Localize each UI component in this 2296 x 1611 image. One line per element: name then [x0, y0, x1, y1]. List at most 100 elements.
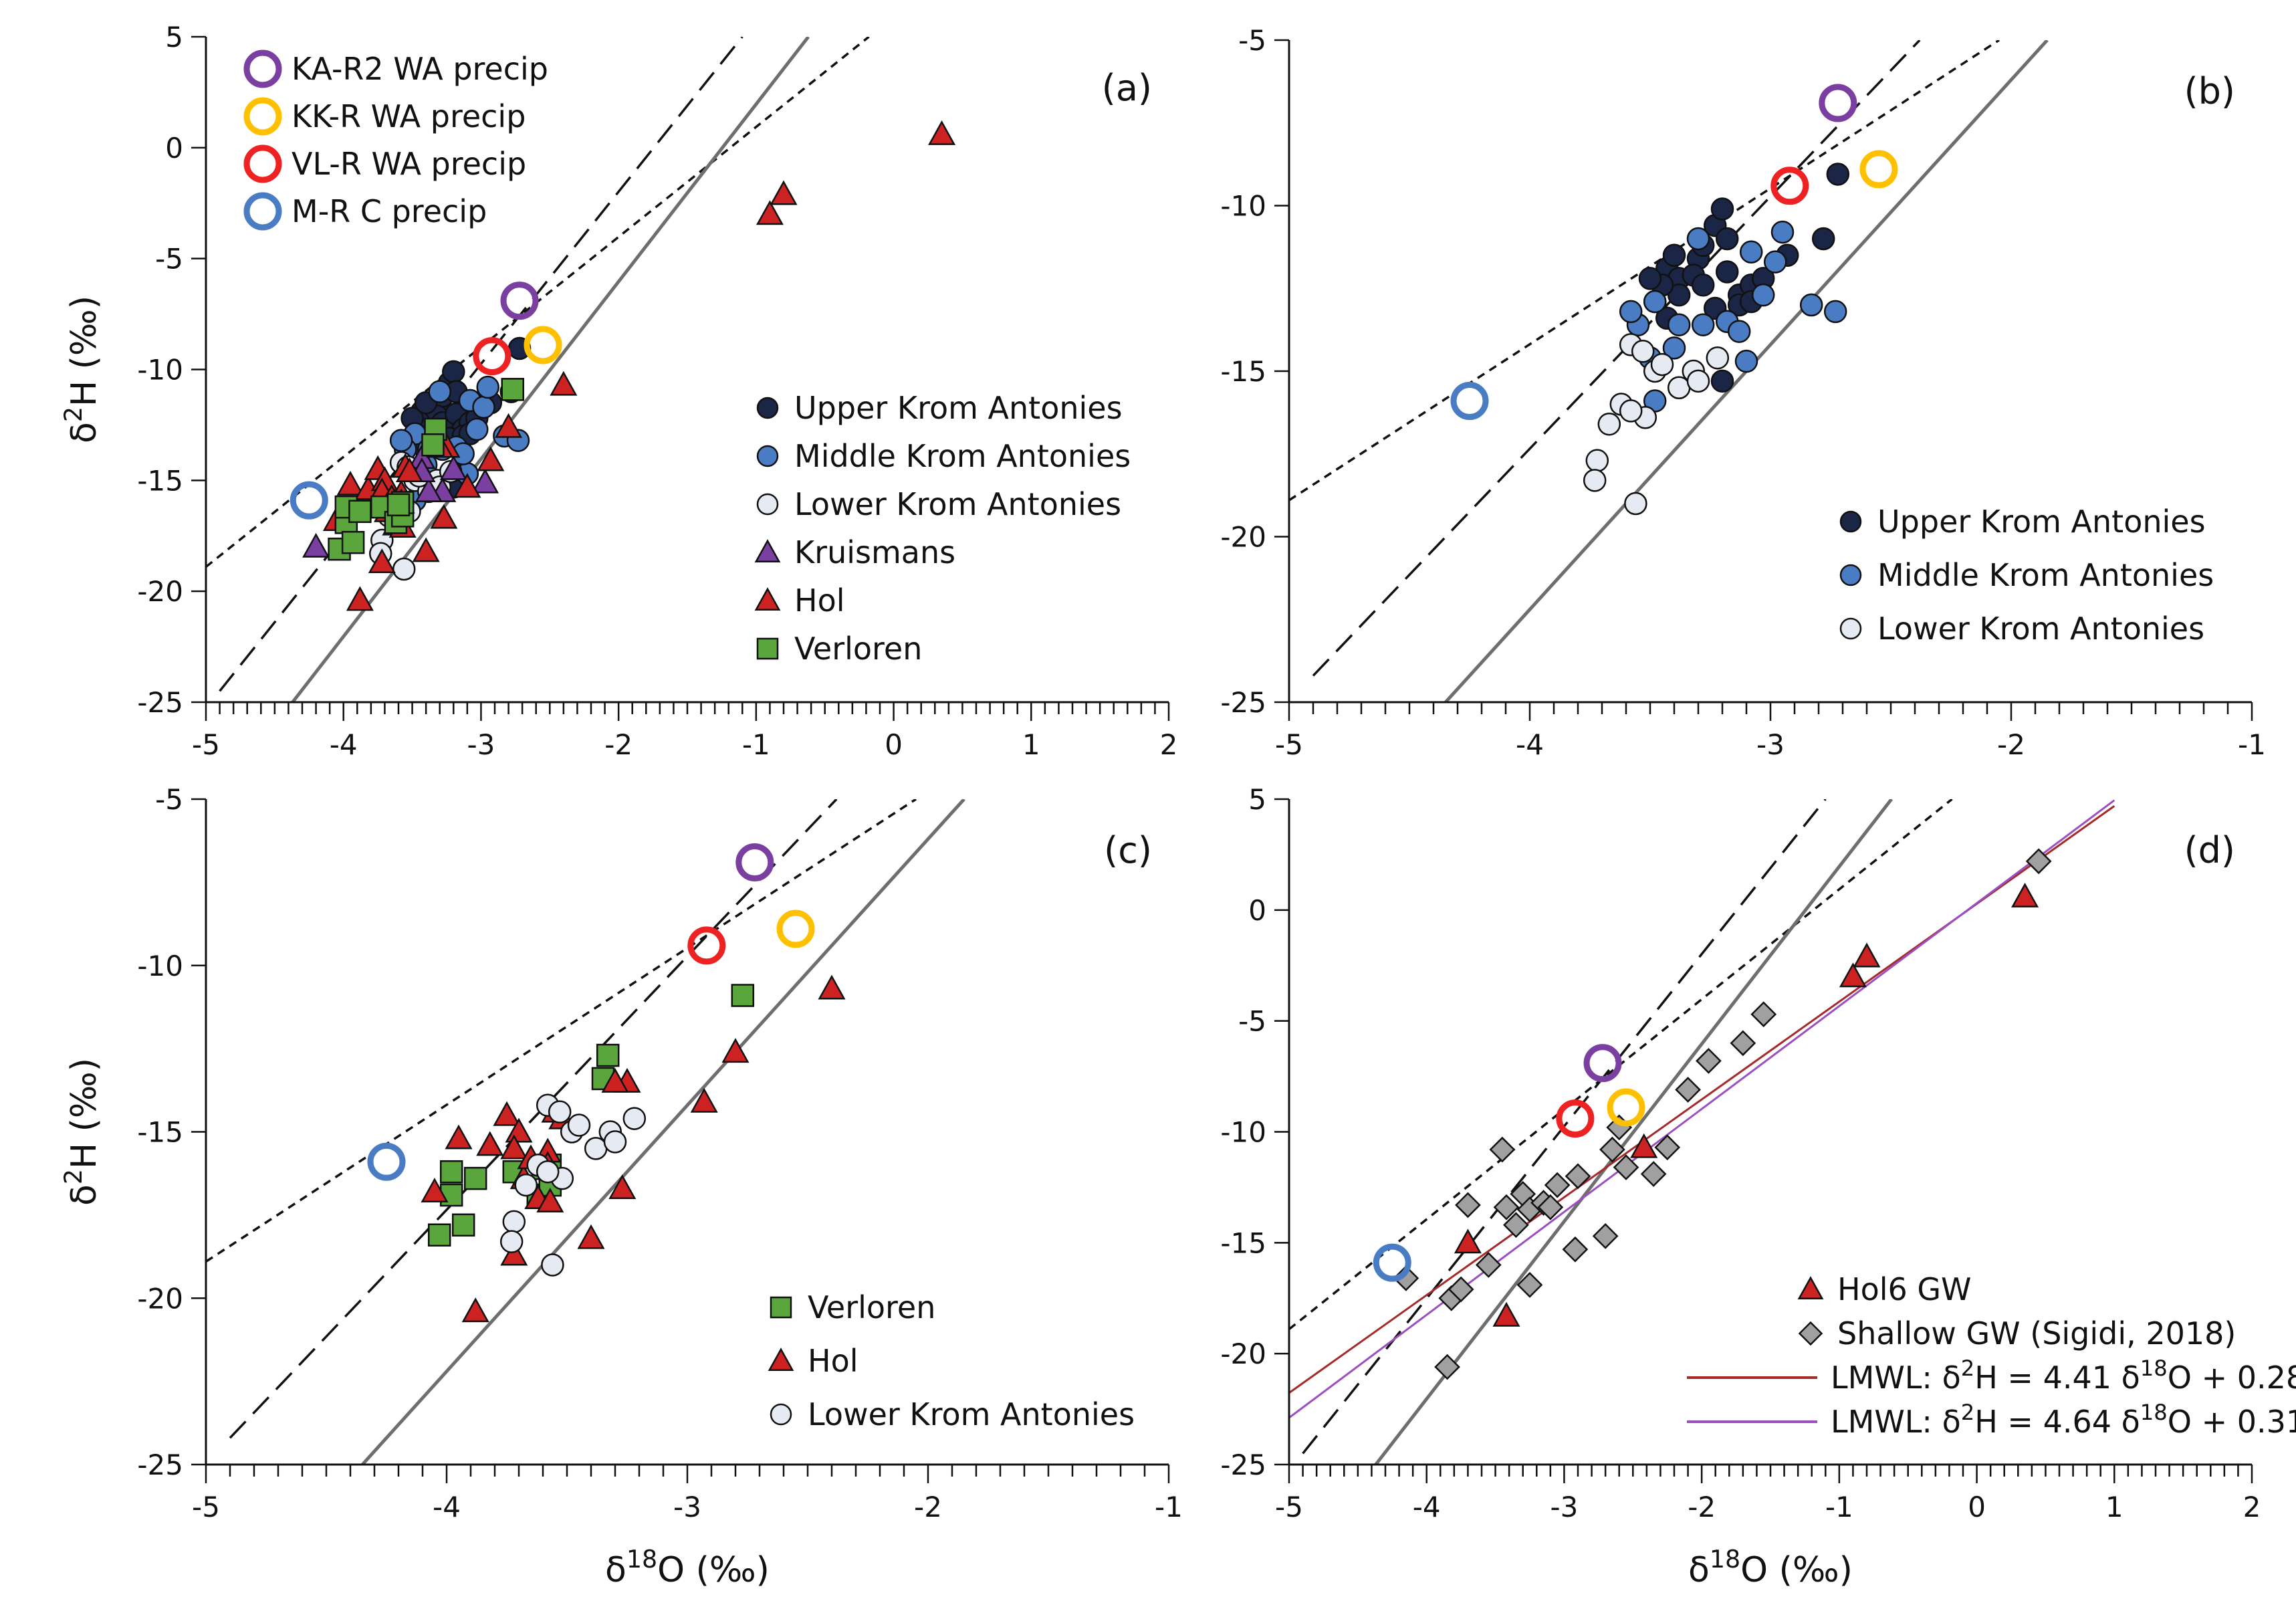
precip-point — [1607, 1088, 1645, 1127]
x-tick-label: 2 — [1160, 728, 1178, 761]
data-point — [603, 1130, 627, 1154]
reference-line-long-dash — [229, 799, 838, 1439]
legend-label: Middle Krom Antonies — [1877, 557, 2214, 593]
y-tick-label: 0 — [165, 132, 183, 165]
precip-point — [1583, 1044, 1622, 1083]
data-point — [1537, 1194, 1564, 1220]
y-tick-label: 5 — [1248, 783, 1266, 816]
series-verloren — [427, 984, 755, 1247]
precip-legend-marker — [243, 192, 282, 231]
x-tick-label: -2 — [604, 728, 633, 761]
precip-legend-label: VL-R WA precip — [292, 146, 526, 182]
x-tick-label: -2 — [1997, 728, 2025, 761]
legend-marker — [768, 1348, 794, 1372]
data-point — [1448, 1276, 1474, 1303]
data-point — [1770, 220, 1795, 244]
data-point — [1489, 1136, 1516, 1163]
x-tick-label: -3 — [1550, 1491, 1578, 1523]
precip-legend-label: M-R C precip — [292, 193, 487, 229]
data-point — [721, 1038, 750, 1063]
equation-label-part: 2 — [1961, 1356, 1974, 1381]
data-point — [1434, 1354, 1460, 1380]
y-tick-label: 0 — [1248, 894, 1266, 927]
x-axis-title-part: δ — [605, 1550, 626, 1590]
data-point — [461, 1297, 489, 1323]
data-point — [1592, 1223, 1619, 1249]
x-tick-label: -5 — [192, 1491, 220, 1523]
data-point — [1691, 313, 1715, 336]
y-axis-title-part: 2 — [59, 407, 88, 422]
data-point — [1710, 197, 1734, 221]
data-point — [346, 586, 374, 611]
y-tick-label: -5 — [1238, 24, 1266, 57]
legend-label: Lower Krom Antonies — [808, 1396, 1135, 1432]
data-point — [1727, 320, 1751, 343]
equation-label: LMWL: δ2H = 4.41 δ18O + 0.28 (r2 = 0.84) — [1831, 1356, 2296, 1396]
equation-label-part: O + 0.31 (r — [2168, 1404, 2296, 1440]
data-point — [368, 548, 396, 574]
data-point — [415, 477, 443, 502]
y-tick-label: -15 — [1220, 1226, 1266, 1259]
x-axis-title-part: δ — [1688, 1550, 1710, 1590]
series-middle-krom-antonies — [1619, 220, 1847, 413]
reference-line-solid — [1289, 799, 2115, 1419]
data-point — [1619, 399, 1643, 423]
data-point — [770, 180, 798, 205]
data-point — [1853, 942, 1881, 968]
data-point — [1751, 283, 1775, 307]
data-point — [1750, 1001, 1777, 1028]
x-tick-label: -2 — [1688, 1491, 1716, 1523]
x-axis-title-part: O (‰) — [657, 1550, 770, 1590]
data-point — [622, 1107, 647, 1130]
data-point — [1597, 412, 1621, 436]
precip-point — [1819, 84, 1857, 122]
data-point — [471, 468, 499, 494]
data-point — [1619, 300, 1643, 324]
data-point — [495, 413, 523, 438]
data-point — [1799, 293, 1823, 317]
equation-label-part: LMWL: — [1831, 1360, 1942, 1396]
data-point — [1739, 240, 1763, 264]
equation-label-part: 18 — [2140, 1400, 2168, 1425]
legend-marker — [1798, 1321, 1823, 1346]
legend-label: Shallow GW (Sigidi, 2018) — [1837, 1315, 2236, 1352]
series-verloren — [328, 378, 524, 561]
legend-marker — [756, 637, 779, 660]
data-point — [601, 1067, 629, 1093]
x-tick-label: -4 — [1516, 728, 1544, 761]
data-point — [430, 504, 458, 529]
data-point — [500, 1134, 528, 1160]
data-point — [1613, 1154, 1639, 1180]
y-tick-label: -20 — [137, 575, 183, 608]
x-tick-label: -4 — [433, 1491, 461, 1523]
precip-legend-marker — [243, 97, 282, 136]
reference-line-short-dash — [206, 799, 917, 1263]
precip-point — [687, 926, 726, 965]
data-point — [1706, 346, 1730, 370]
legend-marker — [770, 1403, 792, 1426]
data-point — [1730, 1030, 1756, 1057]
data-point — [1585, 449, 1609, 472]
data-point — [1715, 260, 1739, 284]
data-point — [348, 500, 372, 524]
data-point — [756, 200, 784, 225]
reference-lines — [206, 799, 965, 1465]
data-point — [1675, 1077, 1701, 1103]
data-point — [463, 1166, 487, 1190]
legend-label: Lower Krom Antonies — [794, 486, 1121, 522]
x-tick-label: -3 — [1756, 728, 1785, 761]
y-tick-label: -20 — [1220, 1337, 1266, 1370]
data-point — [502, 1210, 526, 1234]
y-tick-label: -20 — [1220, 521, 1266, 554]
x-tick-label: -1 — [742, 728, 770, 761]
legend-marker — [1839, 617, 1862, 640]
precip-point — [1859, 150, 1898, 189]
data-point — [1544, 1172, 1571, 1198]
data-point — [427, 1223, 451, 1247]
data-point — [505, 1117, 533, 1143]
x-axis-title: δ18O (‰) — [1688, 1545, 1853, 1591]
y-tick-label: -10 — [137, 950, 183, 982]
equation-label-part: 2 — [1961, 1400, 1974, 1425]
